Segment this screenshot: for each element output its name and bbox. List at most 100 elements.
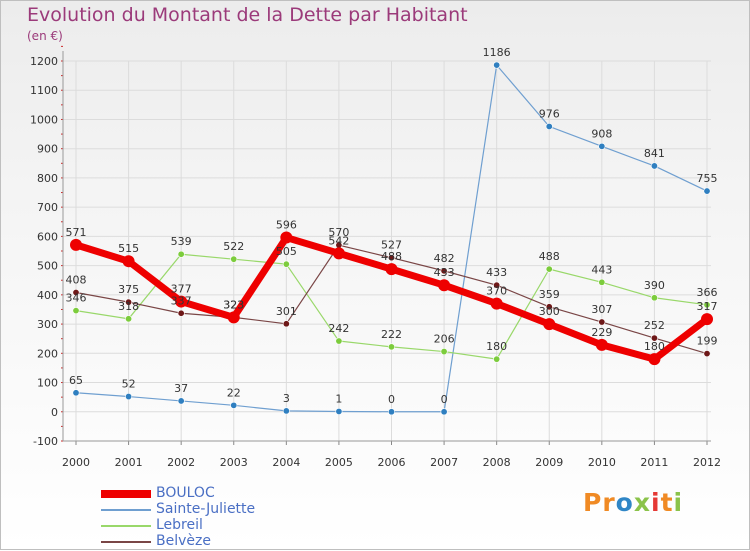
data-point [72, 289, 80, 297]
x-tick-label: 2006 [378, 456, 406, 469]
data-label: 515 [118, 242, 139, 255]
data-label: 222 [381, 328, 402, 341]
data-point [545, 303, 553, 311]
x-tick-label: 2011 [640, 456, 668, 469]
data-point [650, 294, 658, 302]
legend-swatch [101, 525, 151, 527]
data-point [332, 247, 345, 260]
y-tick-label: 200 [37, 347, 58, 360]
data-label: 1186 [483, 46, 511, 59]
data-point [282, 407, 290, 415]
data-point [387, 408, 395, 416]
data-label: 323 [223, 298, 244, 311]
y-tick-label: 100 [37, 377, 58, 390]
data-label: 527 [381, 239, 402, 252]
data-point [72, 307, 80, 315]
logo-letter: i [651, 488, 661, 517]
data-point [387, 343, 395, 351]
data-point [72, 389, 80, 397]
legend-item: Lebreil [101, 517, 321, 534]
data-label: 252 [644, 319, 665, 332]
y-tick-label: 0 [51, 406, 58, 419]
data-point [440, 348, 448, 356]
data-point [595, 338, 608, 351]
data-label: 323 [223, 298, 244, 311]
data-label: 539 [171, 235, 192, 248]
logo-letter: P [583, 488, 603, 517]
x-tick-label: 2010 [588, 456, 616, 469]
x-tick-label: 2000 [62, 456, 90, 469]
x-tick-label: 2001 [115, 456, 143, 469]
x-tick-label: 2004 [272, 456, 300, 469]
logo-letter: r [602, 488, 616, 517]
y-tick-label: 300 [37, 318, 58, 331]
data-label: 65 [69, 374, 83, 387]
data-label: 366 [697, 286, 718, 299]
y-tick-label: 1100 [30, 84, 58, 97]
logo-letter: t [660, 488, 674, 517]
data-label: 3 [283, 392, 290, 405]
data-label: 37 [174, 382, 188, 395]
legend-item: BOULOC [101, 485, 321, 502]
data-label: 841 [644, 147, 665, 160]
x-tick-label: 2005 [325, 456, 353, 469]
data-label: 301 [276, 305, 297, 318]
data-point [545, 265, 553, 273]
data-point [543, 318, 556, 331]
data-label: 755 [697, 172, 718, 185]
y-tick-label: 700 [37, 201, 58, 214]
data-point [122, 255, 135, 268]
data-label: 337 [171, 294, 192, 307]
data-point [493, 281, 501, 289]
data-point [493, 61, 501, 69]
data-label: 370 [486, 285, 507, 298]
data-label: 318 [118, 300, 139, 313]
data-label: 482 [434, 252, 455, 265]
data-point [703, 350, 711, 358]
data-point [70, 238, 82, 251]
y-tick-label: 400 [37, 289, 58, 302]
data-point [490, 297, 503, 310]
data-point [598, 278, 606, 286]
legend-item: Sainte-Juliette [101, 501, 321, 518]
data-label: 375 [118, 283, 139, 296]
chart-unit-label: (en €) [27, 29, 63, 43]
data-label: 433 [434, 266, 455, 279]
x-tick-label: 2008 [483, 456, 511, 469]
y-tick-label: 800 [37, 172, 58, 185]
data-point [598, 318, 606, 326]
data-point [125, 298, 133, 306]
data-label: 542 [328, 234, 349, 247]
data-label: 206 [434, 333, 455, 346]
data-label: 488 [539, 250, 560, 263]
data-point [175, 295, 188, 308]
data-label: 377 [171, 283, 192, 296]
data-point [493, 355, 501, 363]
legend-label: BOULOC [156, 485, 215, 501]
data-point [280, 231, 293, 244]
y-tick-label: 1200 [30, 55, 58, 68]
x-tick-label: 2012 [693, 456, 721, 469]
data-label: 0 [388, 393, 395, 406]
legend-swatch [101, 490, 151, 498]
data-point [440, 408, 448, 416]
data-point [177, 309, 185, 317]
legend-item: Belvèze [101, 533, 321, 550]
data-label: 307 [591, 303, 612, 316]
y-tick-label: 1000 [30, 113, 58, 126]
data-point [230, 255, 238, 263]
chart-legend: BOULOC Sainte-Juliette Lebreil Belvèze [101, 485, 321, 550]
legend-swatch [101, 509, 151, 511]
data-label: 433 [486, 266, 507, 279]
data-label: 242 [328, 322, 349, 335]
y-tick-label: 600 [37, 230, 58, 243]
logo-letter: i [673, 488, 684, 517]
data-label: 976 [539, 107, 560, 120]
legend-label: Sainte-Juliette [156, 501, 256, 517]
data-point [125, 393, 133, 401]
legend-swatch [101, 541, 151, 543]
logo-letter: o [615, 488, 634, 517]
y-tick-label: -100 [33, 435, 58, 448]
